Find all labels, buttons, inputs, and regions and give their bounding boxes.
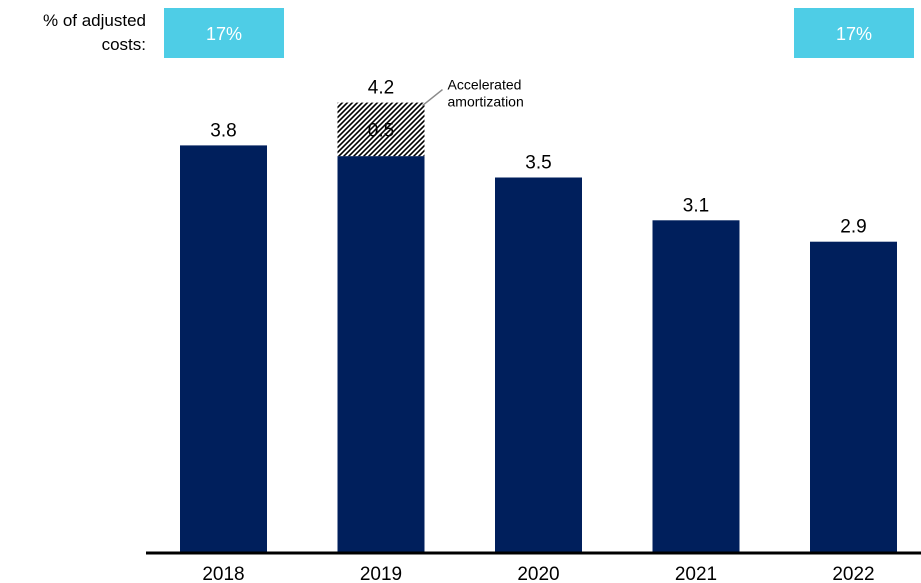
annotation-text-line2: amortization bbox=[448, 94, 524, 110]
annotation-leader-line bbox=[422, 89, 443, 107]
x-axis-tick-labels: 2018 2019 2020 2021 2022 bbox=[202, 564, 874, 583]
tick-label-2019: 2019 bbox=[360, 564, 402, 583]
percent-boxes: 17% 17% bbox=[164, 8, 914, 58]
tick-label-2020: 2020 bbox=[517, 564, 559, 583]
value-label-2018: 3.8 bbox=[210, 120, 236, 141]
bar-2020 bbox=[495, 177, 582, 552]
segment-label-2019: 0.5 bbox=[368, 120, 394, 141]
percent-row: % of adjusted costs: 17% 17% bbox=[43, 8, 914, 58]
tick-label-2021: 2021 bbox=[675, 564, 717, 583]
value-label-2021: 3.1 bbox=[683, 195, 709, 216]
annotation-text-line1: Accelerated bbox=[448, 77, 522, 93]
bar-segment-accelerated-2019 bbox=[337, 102, 425, 157]
percent-box-2022 bbox=[794, 8, 914, 58]
value-label-2020: 3.5 bbox=[525, 153, 551, 174]
percent-box-value-2022: 17% bbox=[836, 24, 872, 44]
tick-label-2018: 2018 bbox=[202, 564, 244, 583]
annotation: Accelerated amortization bbox=[422, 77, 524, 110]
percent-row-label-line1: % of adjusted bbox=[43, 11, 146, 30]
bar-2022 bbox=[810, 241, 897, 552]
percent-row-label-line2: costs: bbox=[102, 35, 146, 54]
value-label-2019: 4.2 bbox=[368, 78, 394, 99]
bar-2019 bbox=[337, 156, 425, 552]
value-labels: 3.8 0.5 4.2 3.5 3.1 2.9 bbox=[210, 78, 866, 238]
bars bbox=[180, 102, 897, 553]
bar-2021 bbox=[652, 220, 740, 553]
percent-box-value-2018: 17% bbox=[206, 24, 242, 44]
tick-label-2022: 2022 bbox=[832, 564, 874, 583]
value-label-2022: 2.9 bbox=[840, 217, 866, 238]
percent-box-2018 bbox=[164, 8, 284, 58]
bar-2018 bbox=[180, 145, 267, 552]
